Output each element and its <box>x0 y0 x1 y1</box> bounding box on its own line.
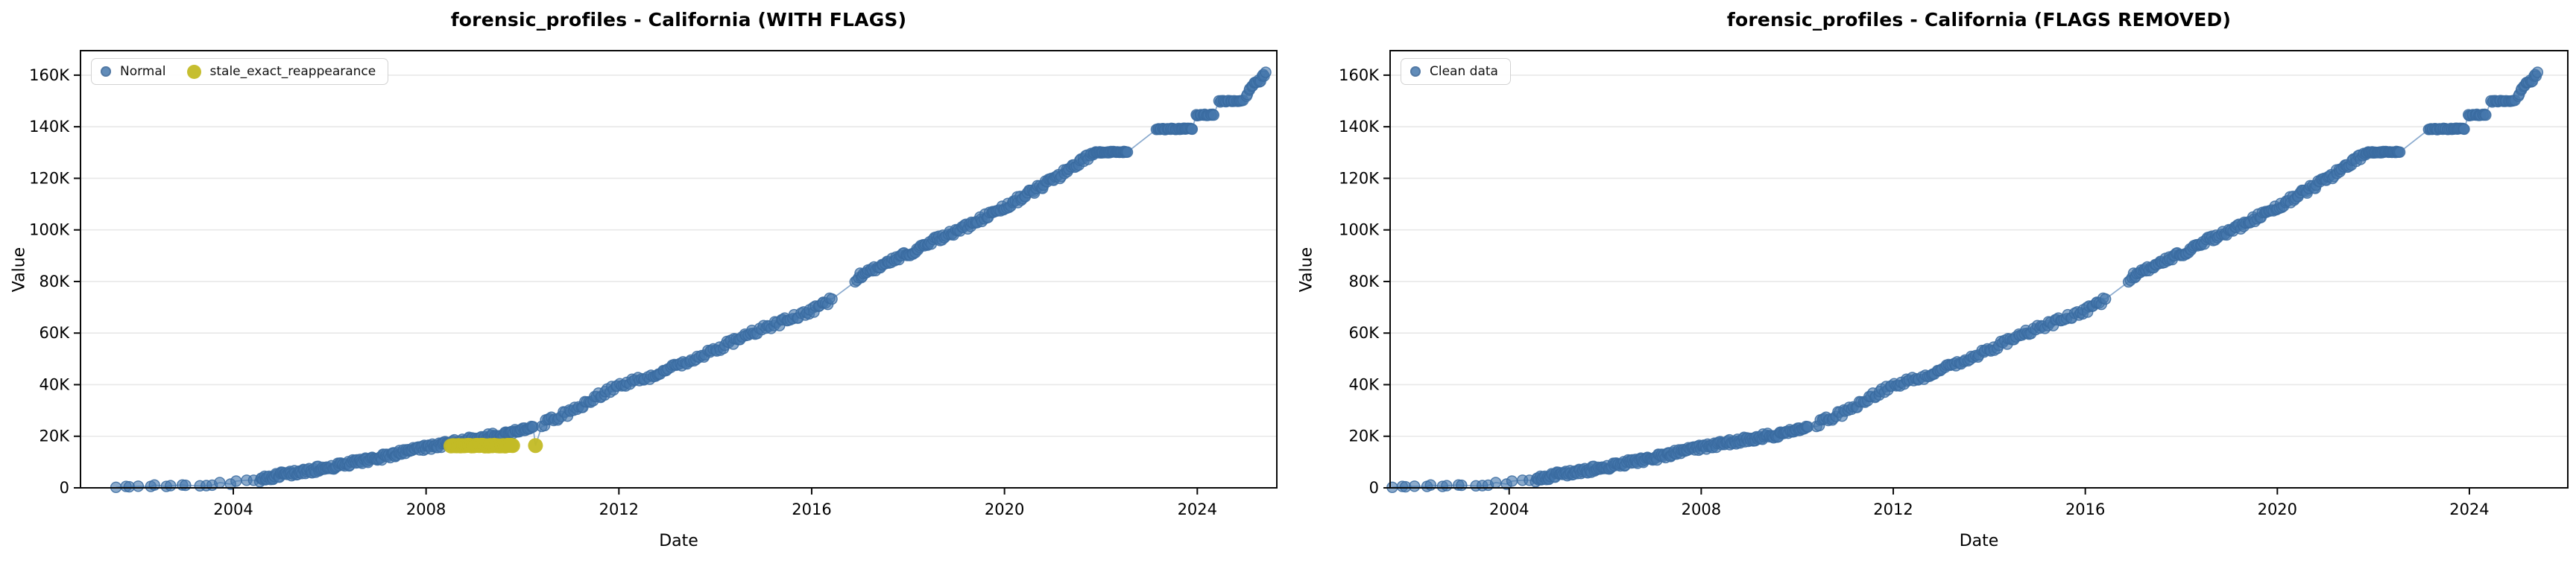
left-legend: Normal stale_exact_reappearance <box>91 58 389 85</box>
normal-point-icon <box>101 66 111 77</box>
svg-text:2024: 2024 <box>2449 500 2489 518</box>
right-x-axis-label: Date <box>1959 532 1999 550</box>
svg-text:160K: 160K <box>29 66 70 84</box>
svg-text:20K: 20K <box>1349 428 1380 445</box>
svg-text:2016: 2016 <box>792 500 831 518</box>
svg-text:60K: 60K <box>40 324 71 342</box>
svg-text:2004: 2004 <box>213 500 253 518</box>
svg-text:0: 0 <box>60 479 69 497</box>
left-y-axis-label: Value <box>10 247 29 293</box>
svg-text:2020: 2020 <box>2258 500 2297 518</box>
svg-text:80K: 80K <box>1349 273 1380 290</box>
legend-label-normal: Normal <box>120 64 166 79</box>
svg-text:160K: 160K <box>1339 66 1380 84</box>
legend-entry-normal: Normal <box>101 64 166 79</box>
svg-text:2008: 2008 <box>406 500 446 518</box>
legend-entry-stale: stale_exact_reappearance <box>186 64 376 79</box>
svg-text:2020: 2020 <box>985 500 1024 518</box>
svg-text:2004: 2004 <box>1489 500 1529 518</box>
legend-label-stale: stale_exact_reappearance <box>209 64 376 79</box>
svg-text:2024: 2024 <box>1178 500 1217 518</box>
svg-text:140K: 140K <box>29 118 70 136</box>
svg-text:120K: 120K <box>1339 169 1380 187</box>
svg-text:40K: 40K <box>40 375 71 393</box>
svg-text:140K: 140K <box>1339 118 1380 136</box>
svg-text:0: 0 <box>1369 479 1379 497</box>
svg-text:2012: 2012 <box>599 500 639 518</box>
svg-text:2016: 2016 <box>2065 500 2105 518</box>
left-plot-title: forensic_profiles - California (WITH FLA… <box>450 9 907 31</box>
right-plot-title: forensic_profiles - California (FLAGS RE… <box>1726 9 2232 31</box>
legend-entry-clean: Clean data <box>1410 64 1498 79</box>
svg-text:60K: 60K <box>1349 324 1380 342</box>
svg-text:120K: 120K <box>29 169 70 187</box>
right-y-axis-label: Value <box>1297 247 1316 293</box>
svg-text:40K: 40K <box>1349 375 1380 393</box>
svg-text:2012: 2012 <box>1873 500 1913 518</box>
svg-text:100K: 100K <box>29 221 70 239</box>
svg-text:80K: 80K <box>40 273 71 290</box>
left-x-axis-label: Date <box>659 532 698 550</box>
svg-text:2008: 2008 <box>1682 500 1721 518</box>
svg-text:20K: 20K <box>40 428 71 445</box>
legend-label-clean: Clean data <box>1430 64 1498 79</box>
svg-text:100K: 100K <box>1339 221 1380 239</box>
clean-point-icon <box>1410 66 1421 77</box>
stale-point-icon <box>186 64 201 79</box>
right-legend: Clean data <box>1401 58 1511 85</box>
